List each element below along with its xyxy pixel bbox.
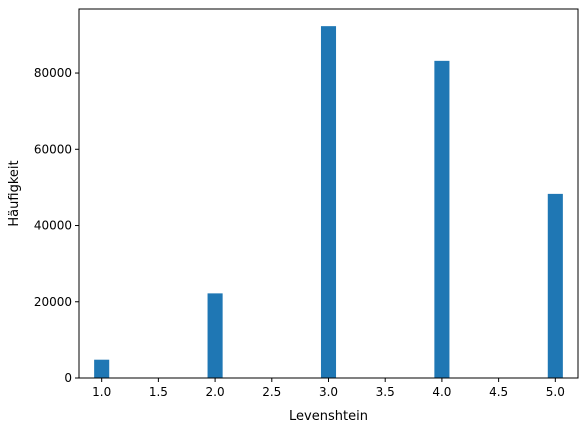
histogram-bar xyxy=(434,60,450,378)
x-tick-label: 4.5 xyxy=(489,385,508,399)
x-tick-label: 4.0 xyxy=(432,385,451,399)
y-tick-label: 40000 xyxy=(34,219,72,233)
histogram-bar xyxy=(94,359,110,378)
y-tick-label: 80000 xyxy=(34,66,72,80)
y-axis-label: Häufigkeit xyxy=(7,160,22,226)
y-tick-label: 60000 xyxy=(34,142,72,156)
bars-layer xyxy=(94,26,563,378)
histogram-bar xyxy=(320,26,337,378)
x-tick-label: 5.0 xyxy=(546,385,565,399)
x-tick-label: 3.0 xyxy=(319,385,338,399)
plot-frame xyxy=(78,8,579,379)
y-axis-ticks: 0 20000 40000 60000 80000 xyxy=(34,66,79,385)
x-axis-ticks: 1.0 1.5 2.0 2.5 3.0 3.5 4.0 4.5 5.0 xyxy=(92,378,565,399)
x-axis-label: Levenshtein xyxy=(289,409,368,424)
x-tick-label: 2.5 xyxy=(262,385,281,399)
y-tick-label: 0 xyxy=(64,371,72,385)
x-tick-label: 2.0 xyxy=(206,385,225,399)
x-tick-label: 1.0 xyxy=(92,385,111,399)
histogram-bar xyxy=(207,293,223,378)
y-tick-label: 20000 xyxy=(34,295,72,309)
histogram-bar xyxy=(547,193,563,378)
x-tick-label: 3.5 xyxy=(376,385,395,399)
x-tick-label: 1.5 xyxy=(149,385,168,399)
